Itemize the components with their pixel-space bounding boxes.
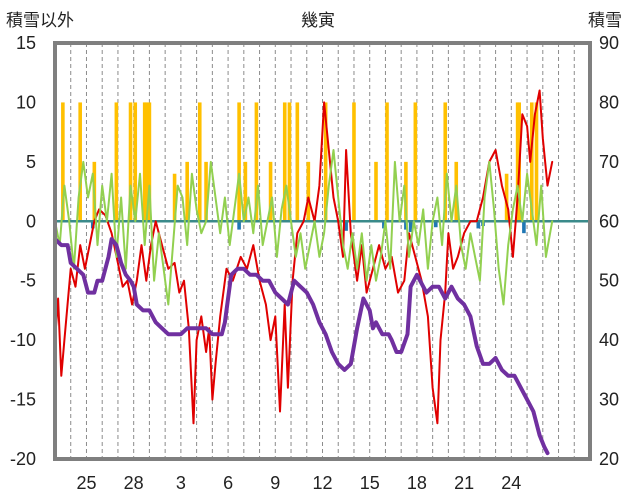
bar (522, 221, 526, 234)
bar (78, 102, 82, 222)
bar (443, 102, 448, 222)
bar (287, 102, 292, 222)
bar (114, 102, 119, 222)
x-tick-label: 15 (360, 473, 380, 493)
bar (268, 161, 273, 222)
plot-border (53, 41, 592, 461)
bar (504, 173, 509, 222)
chart-title: 幾寅 (301, 11, 335, 31)
bar (185, 161, 189, 222)
bar (404, 161, 408, 222)
left-tick-label: -5 (20, 271, 36, 291)
right-tick-label: 50 (599, 271, 619, 291)
bar (204, 161, 208, 222)
x-axis-ticks: 25 28 3 6 9 12 15 18 21 24 (76, 473, 521, 493)
plot-frame (53, 41, 592, 461)
bar (433, 221, 438, 228)
bar (243, 161, 248, 222)
bar (147, 102, 152, 222)
bar (295, 102, 300, 222)
left-tick-label: 10 (16, 92, 36, 112)
bar (323, 102, 328, 222)
left-tick-label: 5 (26, 152, 36, 172)
series-line (54, 149, 554, 306)
bar (382, 221, 386, 229)
right-tick-label: 20 (599, 449, 619, 469)
right-tick-label: 30 (599, 390, 619, 410)
bar (237, 102, 241, 222)
x-tick-label: 9 (270, 473, 280, 493)
bar (408, 221, 413, 232)
bar (144, 102, 149, 222)
bar (133, 102, 138, 222)
bar (529, 102, 534, 222)
left-axis-label: 積雪以外 (6, 11, 74, 31)
bar (534, 102, 539, 222)
right-tick-label: 70 (599, 152, 619, 172)
bar (237, 221, 241, 230)
bar (352, 102, 356, 222)
bar (128, 102, 133, 222)
right-tick-label: 80 (599, 92, 619, 112)
line-series (53, 89, 554, 456)
bar (172, 173, 177, 222)
x-tick-label: 24 (501, 473, 521, 493)
bar (254, 102, 259, 222)
right-axis-ticks: 90 80 70 60 50 40 30 20 (599, 33, 619, 469)
series-line-right-axis (53, 237, 550, 456)
left-tick-label: -20 (10, 449, 36, 469)
bar (404, 221, 408, 230)
bar (385, 102, 389, 222)
right-tick-label: 40 (599, 330, 619, 350)
bar (61, 102, 65, 222)
left-tick-label: 0 (26, 211, 36, 231)
x-tick-label: 6 (223, 473, 233, 493)
x-tick-label: 12 (312, 473, 332, 493)
bar (306, 161, 311, 222)
right-tick-label: 90 (599, 33, 619, 53)
x-tick-label: 28 (124, 473, 144, 493)
bar-series (61, 102, 539, 234)
x-tick-label: 25 (76, 473, 96, 493)
bar (374, 161, 378, 222)
x-tick-label: 21 (454, 473, 474, 493)
left-axis-ticks: 15 10 5 0 -5 -10 -15 -20 (10, 33, 36, 469)
grid-lines (54, 43, 591, 459)
bar (476, 221, 481, 229)
bar (282, 102, 287, 222)
left-tick-label: 15 (16, 33, 36, 53)
x-tick-label: 18 (407, 473, 427, 493)
bar (413, 102, 418, 222)
bar (197, 102, 202, 222)
x-tick-label: 3 (176, 473, 186, 493)
left-tick-label: -15 (10, 390, 36, 410)
right-tick-label: 60 (599, 211, 619, 231)
bar (344, 221, 348, 231)
left-tick-label: -10 (10, 330, 36, 350)
right-axis-label: 積雪 (588, 11, 622, 31)
